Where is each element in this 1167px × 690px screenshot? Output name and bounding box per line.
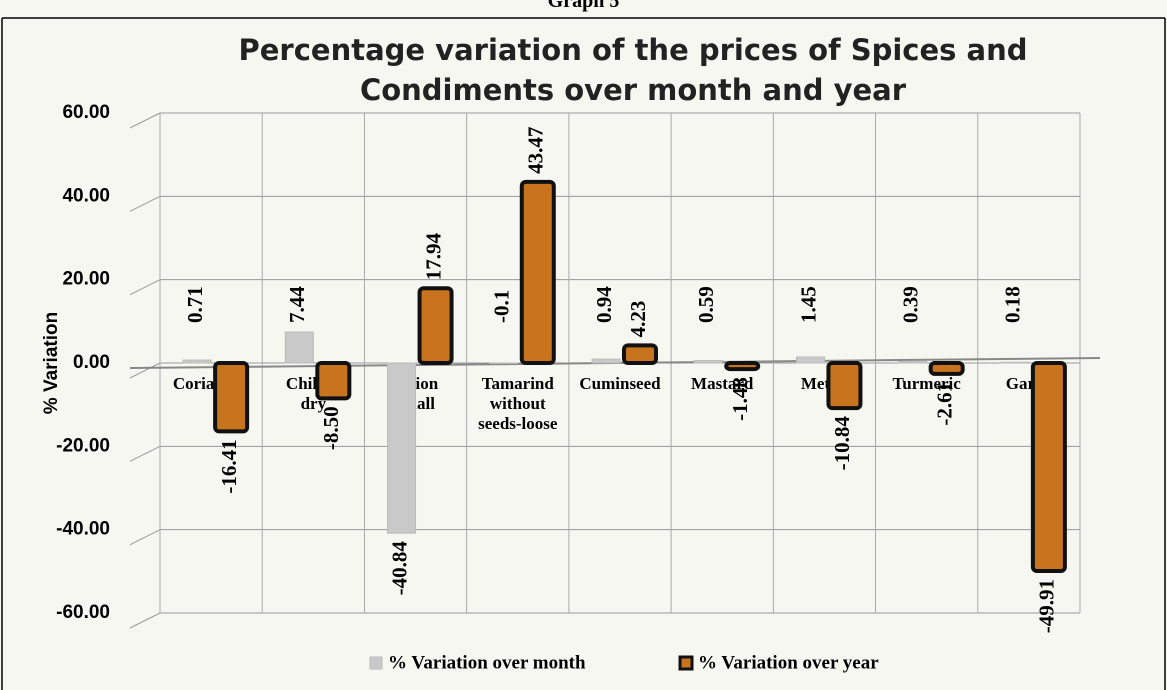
value-label: 4.23 [626, 301, 650, 338]
grid-line [130, 446, 160, 461]
bar [899, 361, 927, 363]
y-tick-label: -40.00 [56, 519, 110, 540]
bar [726, 363, 758, 369]
y-tick-label: -60.00 [56, 602, 110, 623]
bar [796, 357, 824, 363]
y-tick-label: -20.00 [56, 435, 110, 456]
value-label: 0.94 [592, 286, 616, 323]
value-label: -10.84 [830, 416, 854, 471]
value-label: 0.39 [898, 286, 922, 323]
value-label: -16.41 [217, 439, 241, 493]
bar [522, 182, 554, 363]
bar [1033, 363, 1065, 571]
value-label: 1.45 [796, 286, 820, 323]
bar [388, 363, 416, 533]
bar [317, 363, 349, 398]
legend-label: % Variation over year [698, 652, 879, 673]
legend-label: % Variation over month [388, 652, 586, 673]
value-label: -8.50 [319, 406, 343, 450]
bar [828, 363, 860, 408]
value-label: -40.84 [387, 541, 411, 596]
bar [624, 345, 656, 363]
bar [694, 361, 722, 363]
value-label: -0.1 [490, 290, 514, 323]
grid-line [130, 530, 160, 545]
bar [183, 360, 211, 363]
value-label: -1.48 [728, 377, 752, 421]
bar [592, 359, 620, 363]
y-tick-label: 40.00 [62, 185, 110, 206]
y-tick-label: 0.00 [73, 352, 110, 373]
grid-line [130, 363, 160, 378]
grid-line [130, 113, 160, 128]
value-label: 7.44 [285, 286, 309, 323]
y-tick-label: 60.00 [62, 102, 110, 123]
value-label: 0.18 [1001, 286, 1025, 323]
bar [215, 363, 247, 431]
page: Graph 5 % Variation -60.00-40.00-20.000.… [0, 0, 1167, 690]
chart-title: Percentage variation of the prices of Sp… [183, 30, 1083, 110]
bar [420, 288, 452, 363]
legend-swatch [680, 657, 692, 669]
value-label: 0.59 [694, 286, 718, 323]
y-tick-label: 20.00 [62, 269, 110, 290]
bar [931, 363, 963, 374]
value-label: 0.71 [183, 286, 207, 323]
bar [1001, 362, 1029, 363]
value-label: -49.91 [1035, 579, 1059, 633]
bar [285, 332, 313, 363]
grid-line [130, 280, 160, 295]
value-label: 17.94 [421, 233, 445, 281]
grid-line [130, 613, 160, 628]
legend-swatch [370, 657, 382, 669]
y-axis-label: % Variation [41, 312, 62, 414]
grid-line [130, 196, 160, 211]
x-tick-label: Cuminseed [579, 374, 661, 393]
value-label: 43.47 [524, 127, 548, 174]
value-label: -2.61 [932, 382, 956, 426]
